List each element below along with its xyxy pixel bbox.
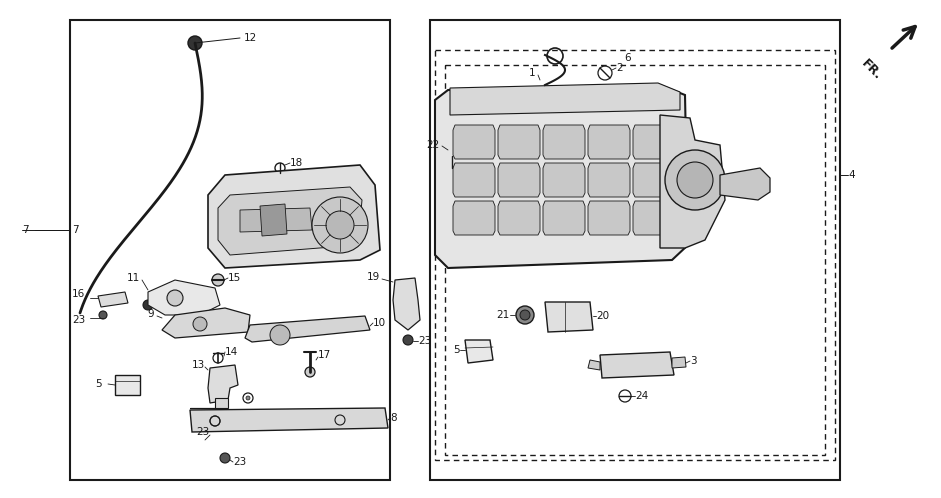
Bar [445, 65, 825, 455]
Polygon shape [498, 201, 540, 235]
Polygon shape [190, 398, 228, 408]
Polygon shape [245, 316, 370, 342]
Text: 3: 3 [690, 356, 696, 366]
Polygon shape [660, 115, 725, 248]
Text: 23: 23 [72, 315, 86, 325]
Polygon shape [633, 163, 675, 197]
Polygon shape [588, 201, 630, 235]
Polygon shape [633, 201, 675, 235]
Polygon shape [600, 352, 674, 378]
Circle shape [677, 162, 713, 198]
Text: 7: 7 [22, 225, 28, 235]
Circle shape [305, 367, 315, 377]
Circle shape [99, 311, 107, 319]
Polygon shape [543, 201, 585, 235]
Polygon shape [588, 360, 600, 370]
Circle shape [246, 396, 250, 400]
Text: 12: 12 [244, 33, 257, 43]
Text: 18: 18 [290, 158, 303, 168]
Polygon shape [190, 408, 388, 432]
Polygon shape [162, 308, 250, 338]
Circle shape [520, 310, 530, 320]
Text: 22: 22 [427, 140, 440, 150]
Polygon shape [588, 125, 630, 159]
Polygon shape [453, 163, 495, 197]
Text: 4: 4 [848, 170, 854, 180]
Polygon shape [453, 201, 495, 235]
Polygon shape [498, 125, 540, 159]
Text: 9: 9 [148, 309, 154, 319]
Polygon shape [208, 165, 380, 268]
Circle shape [312, 197, 368, 253]
Text: 19: 19 [367, 272, 380, 282]
Text: 8: 8 [390, 413, 396, 423]
Polygon shape [148, 280, 220, 315]
Text: 6: 6 [625, 53, 631, 63]
Polygon shape [588, 163, 630, 197]
Polygon shape [720, 168, 770, 200]
Text: 21: 21 [497, 310, 510, 320]
Bar [430, 20, 840, 480]
Polygon shape [98, 292, 128, 307]
Circle shape [448, 148, 456, 156]
Text: 14: 14 [225, 347, 238, 357]
Text: 17: 17 [318, 350, 331, 360]
Polygon shape [208, 365, 238, 403]
Circle shape [220, 453, 230, 463]
Polygon shape [393, 278, 420, 330]
Circle shape [270, 325, 290, 345]
Polygon shape [672, 357, 686, 368]
Polygon shape [260, 204, 287, 236]
Circle shape [212, 274, 224, 286]
Text: 13: 13 [192, 360, 205, 370]
Text: 15: 15 [228, 273, 241, 283]
Circle shape [516, 306, 534, 324]
Polygon shape [545, 302, 593, 332]
Circle shape [403, 335, 413, 345]
Text: 10: 10 [373, 318, 386, 328]
Text: 2: 2 [616, 63, 623, 73]
Text: 24: 24 [635, 391, 648, 401]
Polygon shape [218, 187, 362, 255]
Polygon shape [633, 125, 675, 159]
Polygon shape [115, 375, 140, 395]
Text: 16: 16 [72, 289, 86, 299]
Polygon shape [240, 208, 312, 232]
Text: 23: 23 [418, 336, 431, 346]
Text: 11: 11 [127, 273, 140, 283]
Text: FR.: FR. [858, 57, 884, 83]
Circle shape [143, 300, 153, 310]
Polygon shape [435, 85, 688, 268]
Text: 1: 1 [529, 68, 535, 78]
Circle shape [188, 36, 202, 50]
Text: 5: 5 [454, 345, 460, 355]
Circle shape [167, 290, 183, 306]
Polygon shape [543, 163, 585, 197]
Text: 23: 23 [196, 427, 209, 437]
Circle shape [326, 211, 354, 239]
Polygon shape [465, 340, 493, 363]
Bar [435, 50, 835, 460]
Polygon shape [543, 125, 585, 159]
Circle shape [665, 150, 725, 210]
Text: 20: 20 [596, 311, 609, 321]
Polygon shape [498, 163, 540, 197]
Text: 23: 23 [233, 457, 247, 467]
Bar [70, 20, 390, 480]
Polygon shape [450, 83, 680, 115]
Text: 7: 7 [72, 225, 79, 235]
Text: 5: 5 [95, 379, 102, 389]
Circle shape [193, 317, 207, 331]
Polygon shape [453, 125, 495, 159]
